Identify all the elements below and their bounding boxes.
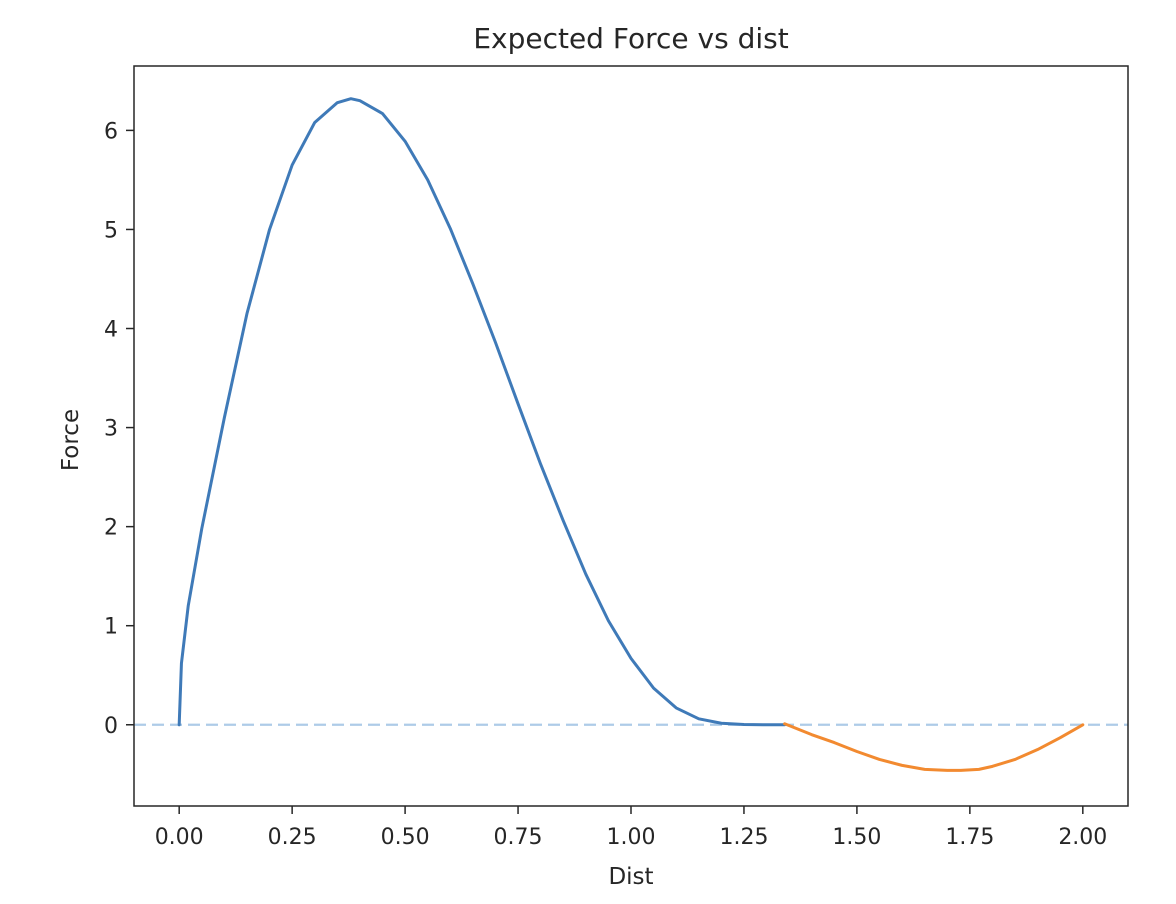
plot-frame — [133, 65, 1129, 807]
plot-area — [134, 97, 1128, 772]
y-tick-label: 3 — [104, 417, 118, 442]
x-tick-label: 0.50 — [381, 825, 430, 850]
x-tick-label: 0.75 — [494, 825, 543, 850]
y-tick-label: 6 — [104, 119, 118, 144]
series-line-1 — [177, 97, 787, 727]
y-axis-label: Force — [58, 409, 84, 471]
x-tick-label: 1.75 — [945, 825, 994, 850]
axis-ticks: 0.00 0.25 0.50 0.75 1.00 1.25 1.50 1.75 2.00 0 1 2 3… — [104, 119, 1107, 850]
x-axis-label: Dist — [608, 864, 653, 890]
series-line-2 — [783, 722, 1085, 772]
y-tick-label: 4 — [104, 318, 118, 343]
y-tick-label: 5 — [104, 218, 118, 243]
y-tick-label: 2 — [104, 516, 118, 541]
x-tick-label: 0.00 — [155, 825, 204, 850]
x-tick-label: 1.25 — [719, 825, 768, 850]
chart-title: Expected Force vs dist — [473, 22, 788, 55]
x-tick-label: 1.00 — [607, 825, 656, 850]
x-tick-label: 1.50 — [832, 825, 881, 850]
x-tick-label: 2.00 — [1058, 825, 1107, 850]
y-tick-label: 0 — [104, 714, 118, 739]
y-tick-label: 1 — [104, 615, 118, 640]
x-tick-label: 0.25 — [268, 825, 317, 850]
